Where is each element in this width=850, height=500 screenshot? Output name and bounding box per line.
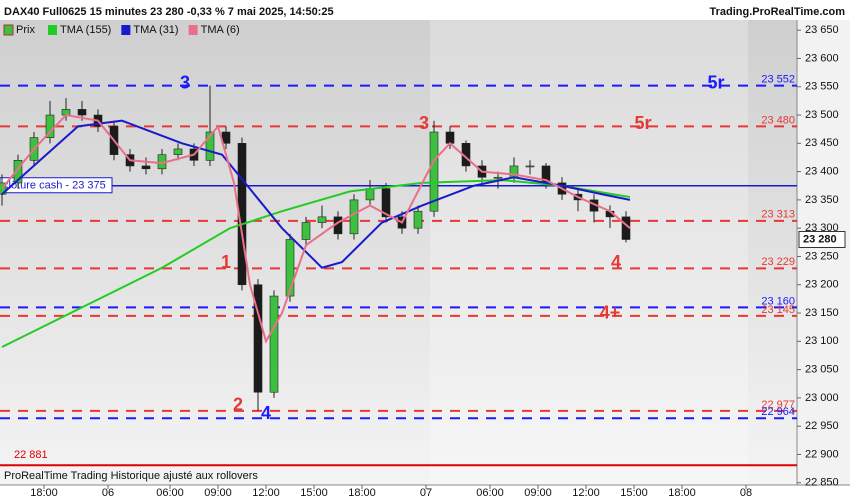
level-tag: 4 — [611, 252, 621, 272]
candle-body — [173, 148, 183, 155]
level-tag: 5r — [634, 113, 651, 133]
y-tick-label: 23 400 — [805, 166, 839, 178]
x-tick-label: 09:00 — [524, 487, 552, 499]
y-tick-label: 23 650 — [805, 24, 839, 36]
level-label: 22 977 — [761, 399, 795, 411]
y-tick-label: 22 850 — [805, 477, 839, 489]
candle-body — [285, 239, 295, 297]
x-tick-label: 06:00 — [156, 487, 184, 499]
y-tick-label: 23 550 — [805, 81, 839, 93]
y-tick-label: 23 500 — [805, 109, 839, 121]
level-label: 23 145 — [761, 304, 795, 316]
level-tag: 1 — [221, 252, 231, 272]
candle-body — [525, 165, 535, 168]
plot-bg — [0, 20, 797, 485]
candle-body — [269, 295, 279, 393]
y-axis-bg — [797, 20, 850, 485]
legend-label: TMA (31) — [133, 24, 178, 36]
candle-body — [13, 159, 23, 184]
candle-body — [445, 131, 455, 144]
x-tick-label: 08 — [740, 487, 752, 499]
legend-swatch — [48, 25, 57, 35]
candle-body — [205, 131, 215, 161]
level-label: 23 313 — [761, 209, 795, 221]
session-band — [430, 20, 748, 485]
tma-line — [1, 179, 631, 348]
floor-label: 22 881 — [14, 449, 48, 461]
legend: Prix TMA (155) TMA (31) TMA (6) — [3, 24, 240, 36]
candle-body — [317, 216, 327, 223]
source: Trading.ProRealTime.com — [709, 6, 845, 18]
candle-body — [381, 188, 391, 218]
legend-swatch — [121, 25, 131, 35]
legend-label: TMA (6) — [201, 24, 240, 36]
candle-body — [493, 176, 503, 179]
x-tick-label: 06 — [102, 487, 114, 499]
y-tick-label: 23 350 — [805, 194, 839, 206]
y-tick-label: 23 200 — [805, 279, 839, 291]
x-tick-label: 09:00 — [204, 487, 232, 499]
candle-body — [301, 222, 311, 240]
level-label: 23 229 — [761, 256, 795, 268]
candle-body — [349, 199, 359, 235]
level-label: 23 480 — [761, 114, 795, 126]
candle-body — [141, 165, 151, 170]
last-price-label: 23 280 — [803, 233, 837, 245]
candle-body — [253, 284, 263, 393]
x-tick-label: 12:00 — [252, 487, 280, 499]
x-tick-label: 15:00 — [300, 487, 328, 499]
x-tick-label: 15:00 — [620, 487, 648, 499]
x-tick-label: 18:00 — [30, 487, 58, 499]
level-tag: 4 — [261, 403, 271, 423]
x-tick-label: 18:00 — [348, 487, 376, 499]
y-tick-label: 23 250 — [805, 250, 839, 262]
footer: ProRealTime Trading Historique ajusté au… — [4, 470, 258, 482]
x-tick-label: 12:00 — [572, 487, 600, 499]
legend-label: TMA (155) — [60, 24, 111, 36]
y-tick-label: 23 450 — [805, 137, 839, 149]
tma-line — [1, 113, 631, 344]
candle-body — [413, 210, 423, 229]
y-tick-label: 23 100 — [805, 335, 839, 347]
level-tag: 3 — [180, 72, 190, 92]
chart-title: DAX40 Full0625 15 minutes 23 280 -0,33 %… — [4, 6, 334, 18]
candle-body — [77, 109, 87, 116]
last-price-box — [798, 230, 846, 248]
x-tick-label: 18:00 — [668, 487, 696, 499]
y-tick-label: 22 900 — [805, 448, 839, 460]
x-tick-label: 06:00 — [476, 487, 504, 499]
y-tick-label: 23 600 — [805, 52, 839, 64]
legend-label: Prix — [16, 24, 35, 36]
y-tick-label: 23 000 — [805, 392, 839, 404]
cash-close-box — [0, 177, 113, 194]
level-tag: 3 — [419, 113, 429, 133]
level-tag: 5r — [707, 72, 724, 92]
tma-line — [1, 119, 631, 269]
legend-swatch — [3, 24, 14, 36]
y-tick-label: 23 050 — [805, 364, 839, 376]
legend-swatch — [188, 25, 198, 35]
y-tick-label: 22 950 — [805, 420, 839, 432]
level-label: 23 552 — [761, 74, 795, 86]
cash-close-label: clôture cash - 23 375 — [3, 180, 106, 192]
level-tag: 4+ — [600, 303, 621, 323]
candle-body — [429, 131, 439, 212]
level-label: 22 964 — [761, 406, 795, 418]
x-tick-label: 07 — [420, 487, 432, 499]
level-label: 23 160 — [761, 295, 795, 307]
level-tag: 2 — [233, 395, 243, 415]
y-tick-label: 23 150 — [805, 307, 839, 319]
